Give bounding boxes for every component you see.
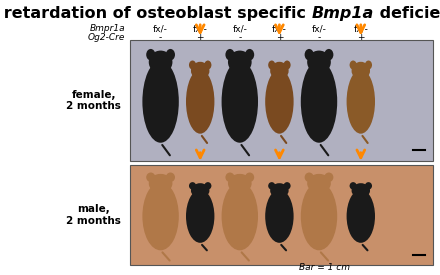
Text: +: + [196, 33, 204, 42]
Text: female,
2 months: female, 2 months [66, 90, 121, 111]
Ellipse shape [265, 70, 293, 134]
Ellipse shape [186, 70, 214, 134]
Ellipse shape [283, 182, 291, 189]
Ellipse shape [301, 182, 337, 250]
Ellipse shape [365, 182, 372, 189]
Text: fx/-: fx/- [312, 24, 326, 33]
Text: -: - [238, 33, 242, 42]
Text: -: - [159, 33, 162, 42]
FancyArrowPatch shape [281, 136, 286, 143]
Ellipse shape [149, 51, 172, 74]
Ellipse shape [222, 182, 258, 250]
Text: male,
2 months: male, 2 months [66, 204, 121, 226]
Text: +: + [275, 33, 283, 42]
Ellipse shape [307, 174, 331, 193]
Text: Bmpr1a: Bmpr1a [90, 24, 125, 33]
Ellipse shape [204, 182, 212, 189]
FancyArrowPatch shape [321, 145, 328, 155]
FancyArrowPatch shape [202, 136, 207, 143]
Ellipse shape [349, 60, 357, 70]
Ellipse shape [270, 62, 289, 80]
FancyArrowPatch shape [162, 145, 170, 155]
Ellipse shape [324, 49, 334, 60]
Text: -: - [317, 33, 321, 42]
Ellipse shape [307, 51, 331, 74]
Text: fx/-: fx/- [153, 24, 168, 33]
Ellipse shape [189, 182, 196, 189]
FancyArrowPatch shape [363, 245, 367, 250]
FancyArrowPatch shape [162, 252, 170, 260]
Ellipse shape [146, 49, 155, 60]
Ellipse shape [349, 182, 357, 189]
Ellipse shape [304, 172, 314, 182]
FancyArrowPatch shape [202, 245, 207, 250]
Ellipse shape [186, 189, 214, 243]
Text: Growth retardation of osteoblast specific: Growth retardation of osteoblast specifi… [0, 6, 312, 21]
Ellipse shape [143, 182, 179, 250]
Ellipse shape [228, 174, 252, 193]
Ellipse shape [222, 60, 258, 143]
Ellipse shape [268, 182, 275, 189]
Text: fx/-: fx/- [193, 24, 208, 33]
Ellipse shape [352, 62, 370, 80]
Ellipse shape [228, 51, 252, 74]
Ellipse shape [347, 189, 375, 243]
Ellipse shape [245, 49, 254, 60]
Ellipse shape [146, 172, 155, 182]
Text: fx/-: fx/- [272, 24, 287, 33]
Text: deficient mice: deficient mice [374, 6, 440, 21]
Ellipse shape [191, 62, 209, 80]
Ellipse shape [225, 172, 235, 182]
Ellipse shape [225, 49, 235, 60]
Ellipse shape [166, 172, 175, 182]
Ellipse shape [143, 60, 179, 143]
Ellipse shape [245, 172, 254, 182]
FancyArrowPatch shape [281, 245, 286, 250]
Text: fx/-: fx/- [232, 24, 247, 33]
Bar [130, 165, 433, 265]
Ellipse shape [301, 60, 337, 143]
FancyArrowPatch shape [242, 252, 249, 260]
Ellipse shape [166, 49, 175, 60]
FancyArrowPatch shape [363, 136, 368, 143]
Ellipse shape [189, 60, 196, 70]
Ellipse shape [270, 183, 289, 198]
Text: fx/-: fx/- [353, 24, 368, 33]
Ellipse shape [283, 60, 291, 70]
FancyArrowPatch shape [321, 252, 328, 260]
Ellipse shape [347, 70, 375, 134]
Ellipse shape [204, 60, 212, 70]
Ellipse shape [265, 189, 293, 243]
Text: Og2-Cre: Og2-Cre [88, 33, 125, 42]
Ellipse shape [191, 183, 209, 198]
Ellipse shape [304, 49, 314, 60]
Bar [130, 40, 433, 161]
Text: Bar = 1 cm: Bar = 1 cm [299, 263, 350, 272]
Text: Bmp1a: Bmp1a [312, 6, 374, 21]
Text: +: + [357, 33, 365, 42]
Ellipse shape [365, 60, 372, 70]
Ellipse shape [149, 174, 172, 193]
Ellipse shape [324, 172, 334, 182]
Ellipse shape [268, 60, 275, 70]
Ellipse shape [352, 183, 370, 198]
FancyArrowPatch shape [242, 145, 249, 155]
